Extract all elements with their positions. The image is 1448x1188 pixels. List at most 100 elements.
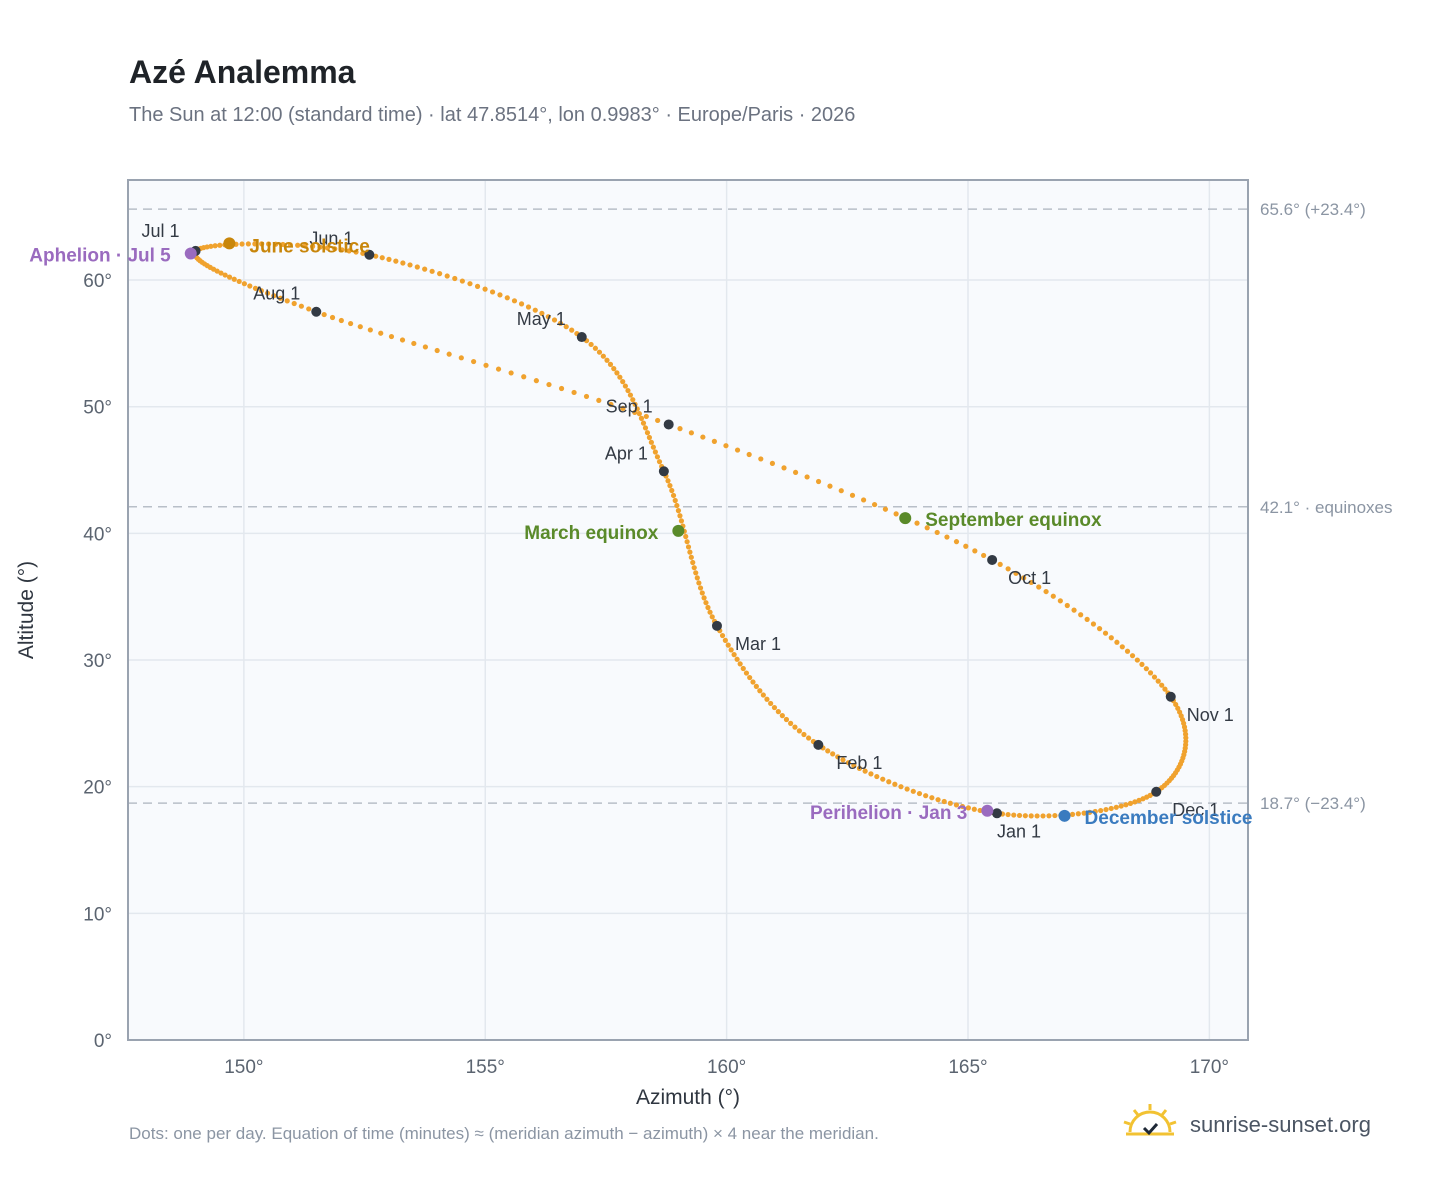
event-label: Aphelion · Jul 5 [29, 245, 171, 266]
daily-dot [904, 786, 910, 792]
daily-dot [674, 502, 680, 509]
daily-dot [650, 444, 656, 450]
daily-dot [737, 661, 743, 667]
daily-dot [444, 273, 450, 279]
daily-dot [1127, 800, 1134, 806]
daily-dot [1043, 588, 1049, 595]
daily-dot [271, 293, 277, 299]
daily-dot [429, 268, 435, 274]
daily-dot [245, 241, 251, 247]
daily-dot [711, 438, 717, 444]
daily-dot [764, 696, 770, 702]
axis-ticks: 150° 155° 160° 165° 170° 0° 10° 20° 30° 40° 50° 60° [83, 271, 1229, 1078]
daily-dot [386, 256, 392, 262]
daily-dot [670, 492, 677, 499]
daily-dot [632, 401, 638, 407]
daily-dot [1021, 575, 1027, 581]
daily-dot [287, 242, 293, 248]
daily-dot [965, 805, 972, 811]
daily-dot [1005, 811, 1011, 818]
chart-title: Azé Analemma [129, 54, 356, 90]
daily-dot [273, 241, 279, 247]
y-tick-label: 0° [94, 1031, 112, 1052]
daily-dot [1046, 813, 1052, 819]
month-marker [576, 332, 587, 343]
daily-dot [339, 247, 345, 253]
daily-dot [699, 590, 705, 596]
daily-dot [471, 358, 477, 365]
daily-dot [781, 465, 787, 471]
daily-dot [792, 724, 798, 730]
daily-dot [1123, 802, 1129, 808]
month-marker [813, 739, 824, 750]
brand-name: sunrise-sunset.org [1190, 1112, 1371, 1137]
daily-dot [694, 575, 700, 581]
reference-lines: 65.6° (+23.4°) 42.1° · equinoxes 18.7° (−2… [128, 200, 1393, 813]
daily-dot [399, 337, 406, 343]
daily-dot [783, 716, 790, 723]
daily-dot [723, 443, 729, 449]
daily-dot [489, 289, 496, 295]
daily-dot [400, 260, 406, 266]
daily-dot [539, 310, 545, 317]
daily-dot [231, 276, 237, 282]
month-marker [311, 306, 322, 317]
daily-dot [827, 483, 833, 489]
daily-dot [1011, 812, 1017, 818]
daily-dot [309, 243, 316, 249]
daily-dot [914, 520, 920, 526]
month-marker [987, 554, 998, 565]
daily-dot [437, 271, 443, 277]
daily-dot [1134, 657, 1140, 663]
month-marker-label: Jun 1 [309, 229, 353, 249]
daily-dot [1081, 810, 1087, 816]
daily-dot [563, 324, 569, 330]
daily-dot [747, 674, 753, 681]
daily-dot [532, 307, 538, 313]
daily-dot [769, 460, 776, 466]
daily-dot [434, 347, 440, 354]
reference-line-label: 42.1° · equinoxes [1260, 498, 1393, 517]
daily-dot [688, 430, 694, 436]
daily-dot [690, 559, 696, 566]
daily-dot [935, 797, 941, 803]
daily-dot [1071, 607, 1077, 613]
daily-dot [617, 374, 623, 380]
event-label: December solstice [1085, 808, 1253, 829]
daily-dot [511, 298, 518, 304]
y-tick-label: 10° [83, 904, 112, 925]
daily-dot [849, 492, 856, 498]
daily-dot [360, 250, 366, 256]
daily-dot [264, 290, 271, 296]
daily-dot [474, 283, 481, 289]
daily-dot [923, 793, 929, 799]
daily-dot [1078, 612, 1084, 618]
daily-dot [551, 317, 558, 323]
daily-dot [768, 700, 774, 707]
month-marker [991, 808, 1002, 819]
chart-subtitle: The Sun at 12:00 (standard time) · lat 4… [129, 104, 856, 126]
daily-dot [688, 554, 694, 560]
daily-dot [1140, 796, 1146, 802]
daily-dot [1173, 701, 1179, 708]
daily-dot [495, 366, 502, 372]
daily-dot [898, 784, 904, 790]
daily-dot [608, 401, 614, 408]
daily-dot [648, 439, 654, 445]
daily-dot [214, 268, 220, 274]
daily-dot [677, 513, 683, 519]
month-marker-label: Aug 1 [253, 284, 300, 304]
daily-dot [758, 456, 764, 462]
daily-dot [306, 306, 312, 312]
daily-dot [707, 609, 713, 615]
month-marker-label: May 1 [517, 309, 566, 329]
daily-dot [291, 300, 297, 307]
daily-dot [683, 533, 689, 540]
daily-dot [1022, 813, 1028, 819]
brand-logo[interactable]: sunrise-sunset.org [1122, 1102, 1392, 1146]
daily-dot [1036, 584, 1042, 590]
daily-dot [963, 543, 969, 549]
daily-dot [703, 600, 709, 606]
daily-dot [1090, 621, 1097, 627]
daily-dot [638, 415, 645, 421]
